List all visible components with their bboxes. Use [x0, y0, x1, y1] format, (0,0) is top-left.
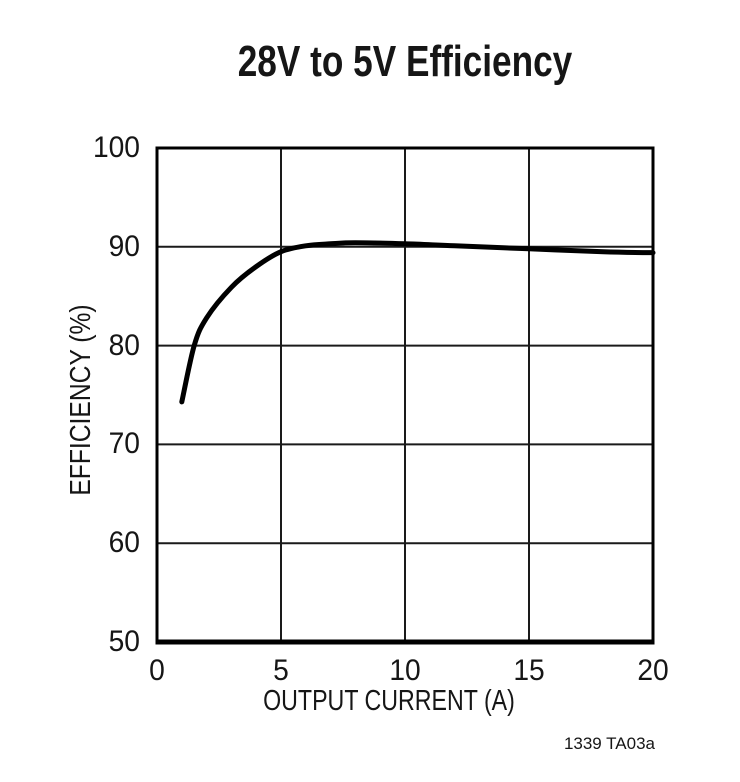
y-tick-label: 80: [108, 328, 140, 362]
x-tick-label: 10: [389, 654, 421, 687]
x-tick-label: 0: [149, 654, 165, 687]
y-tick-label: 90: [108, 229, 140, 263]
chart-title: 28V to 5V Efficiency: [237, 37, 573, 86]
y-tick-label: 100: [92, 131, 140, 164]
y-tick-label: 50: [108, 625, 140, 658]
figure-number: 1339 TA03a: [563, 734, 655, 753]
x-tick-label: 15: [513, 654, 545, 687]
x-axis-title: OUTPUT CURRENT (A): [263, 685, 515, 717]
y-tick-label: 60: [108, 526, 140, 560]
y-axis-title: EFFICIENCY (%): [65, 304, 97, 496]
x-tick-label: 5: [273, 654, 289, 687]
x-tick-label: 20: [637, 654, 669, 687]
y-tick-label: 70: [108, 427, 140, 461]
efficiency-curve: [179, 240, 656, 405]
